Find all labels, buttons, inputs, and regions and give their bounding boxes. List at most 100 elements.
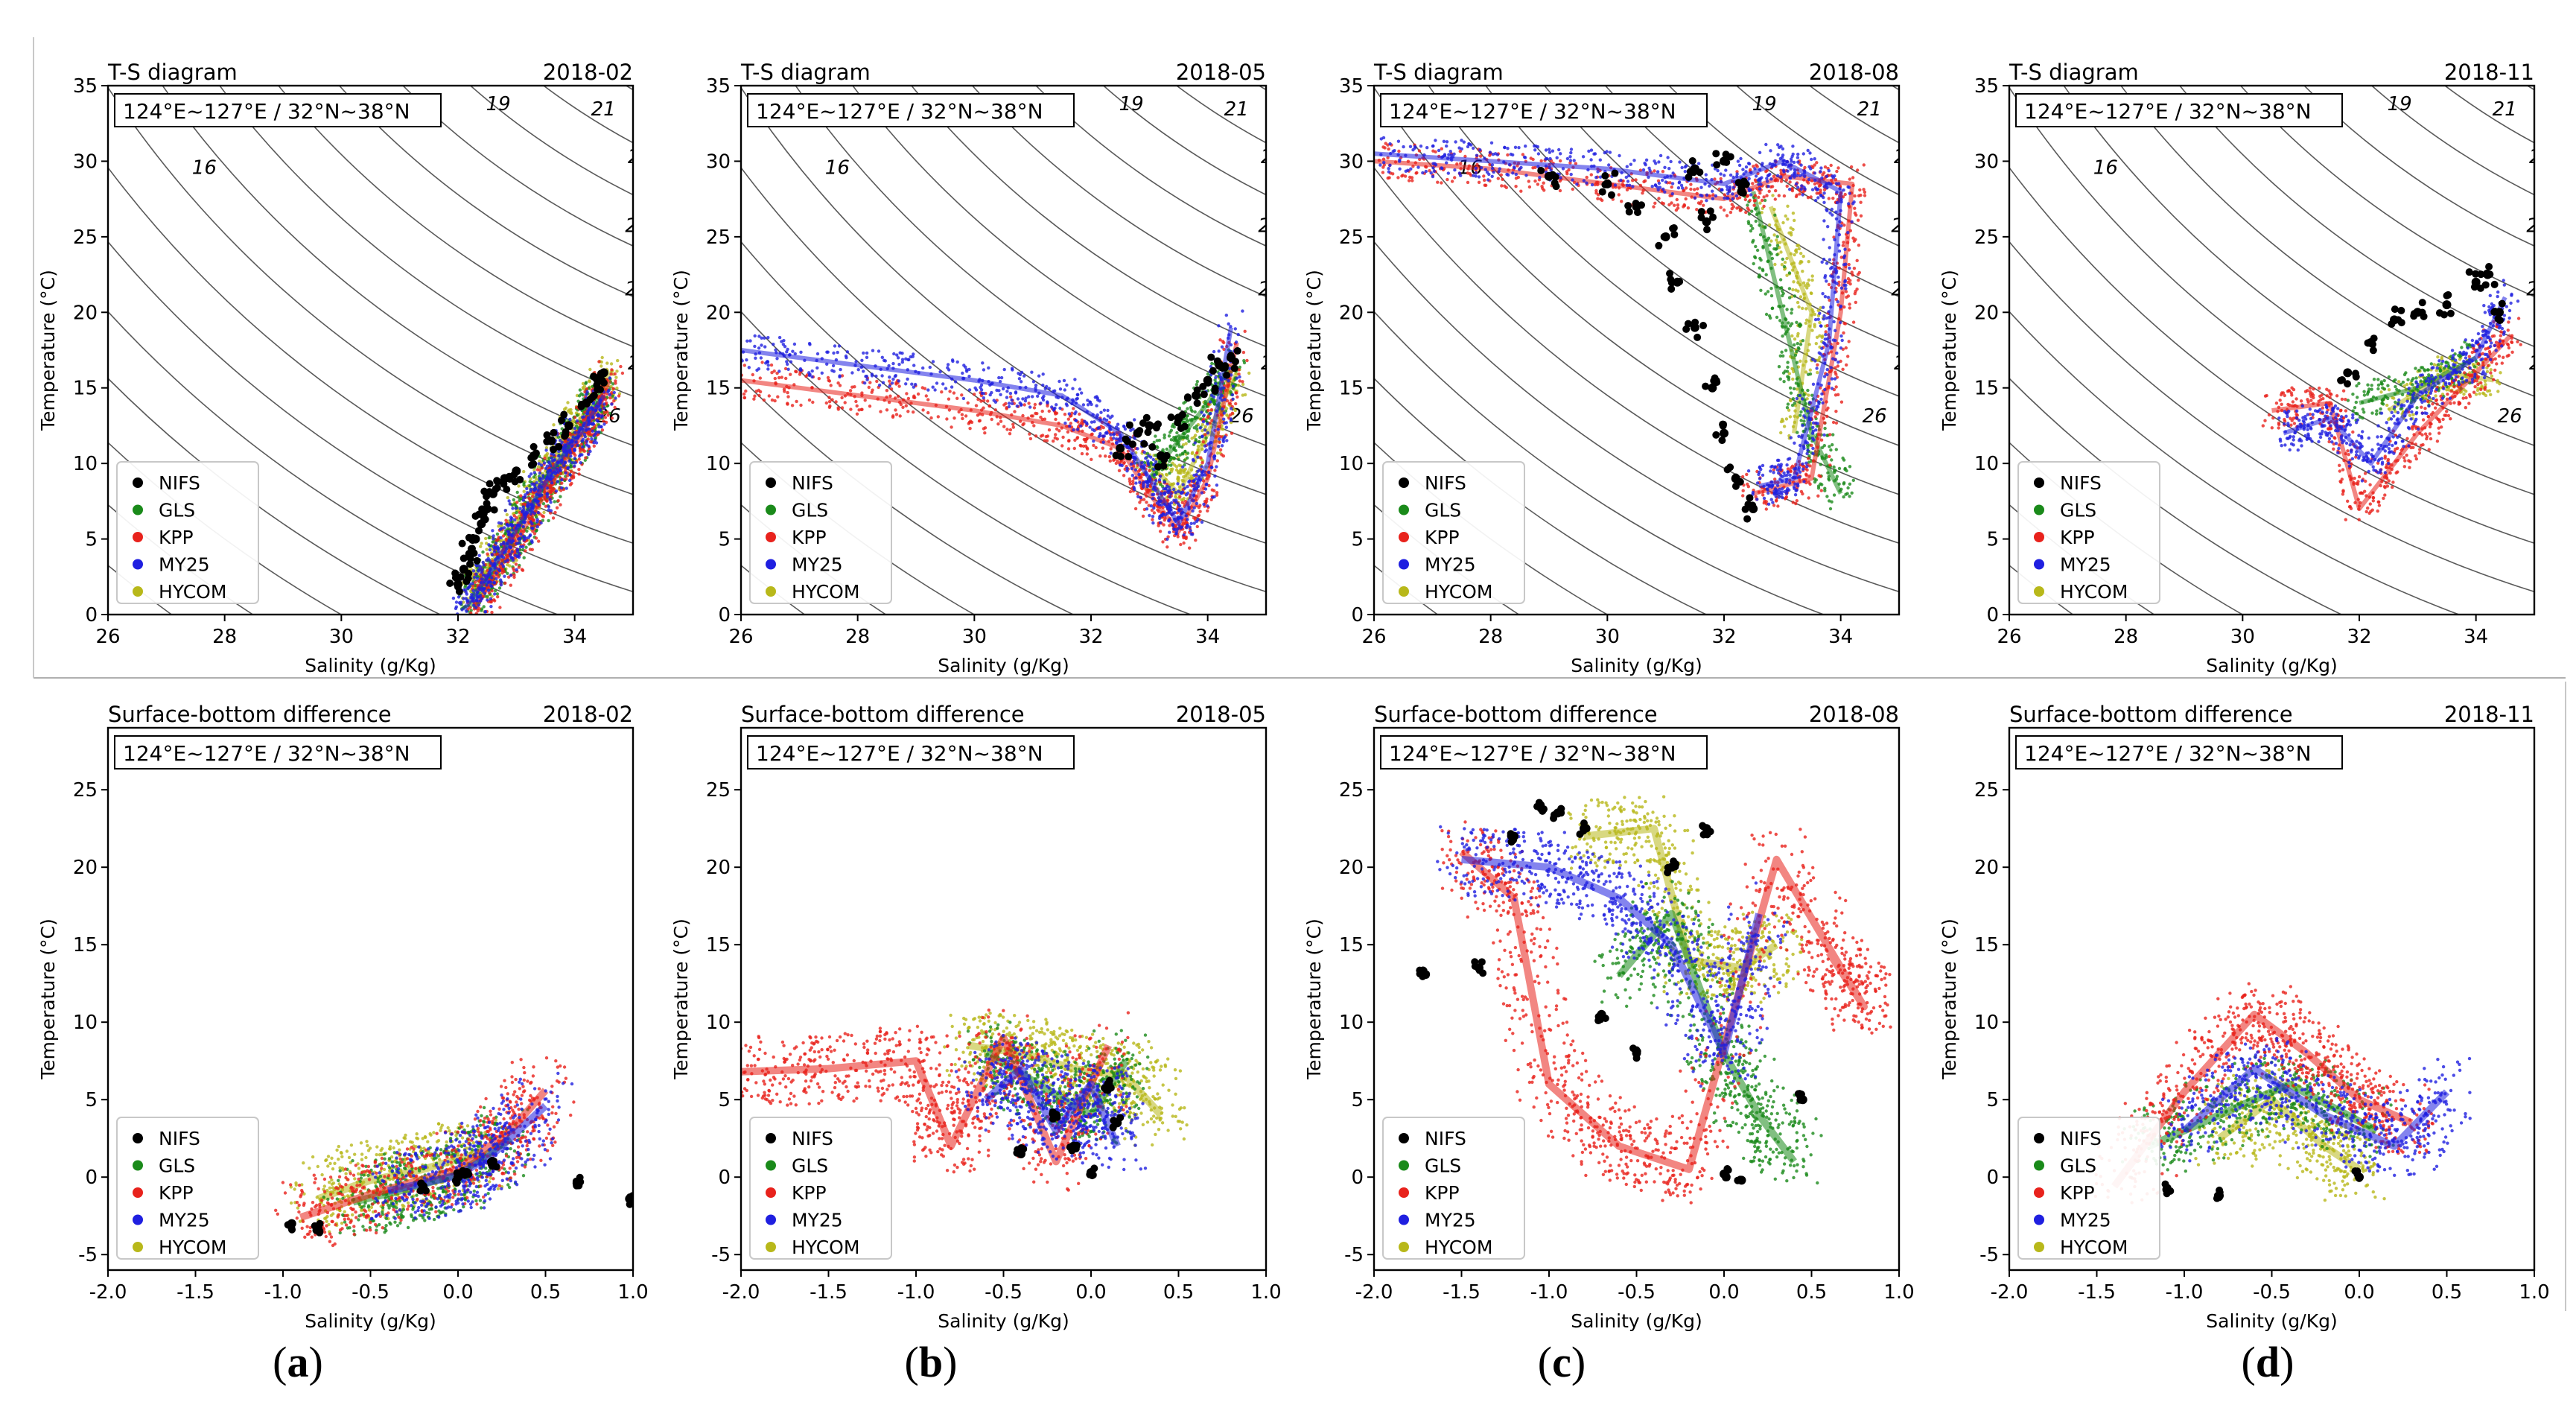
series-point-my25 <box>490 576 494 580</box>
series-point-my25 <box>529 520 532 524</box>
series-point-kpp <box>838 384 842 387</box>
series-point-kpp <box>1203 499 1207 504</box>
series-point-my25 <box>950 358 955 362</box>
series-point-gls <box>1764 273 1768 276</box>
series-point-my25 <box>1189 529 1192 533</box>
series-point-gls <box>1169 438 1174 442</box>
series-point-my25 <box>1214 375 1218 379</box>
series-point-kpp <box>520 568 524 571</box>
nifs-point <box>550 428 558 437</box>
series-point-my25 <box>575 419 579 423</box>
series-point-my25 <box>522 507 526 512</box>
series-point-my25 <box>1167 485 1171 489</box>
series-point-kpp <box>969 419 973 423</box>
series-point-my25 <box>741 350 745 354</box>
series-point-my25 <box>535 520 539 524</box>
series-point-my25 <box>1169 492 1173 495</box>
series-point-my25 <box>1177 515 1180 519</box>
nifs-point <box>481 515 489 524</box>
series-point-my25 <box>544 448 548 452</box>
series-point-gls <box>1761 267 1764 271</box>
series-point-my25 <box>1170 513 1174 516</box>
series-point-my25 <box>536 511 541 515</box>
series-point-kpp <box>1179 542 1183 547</box>
legend-label-gls: GLS <box>159 500 195 521</box>
series-point-kpp <box>1165 545 1169 549</box>
series-point-kpp <box>519 494 523 498</box>
nifs-point <box>543 437 551 445</box>
series-point-kpp <box>1199 456 1203 460</box>
series-point-my25 <box>576 434 581 438</box>
series-point-hycom <box>1786 218 1790 221</box>
series-point-hycom <box>1775 238 1778 242</box>
series-point-my25 <box>967 375 971 378</box>
series-point-my25 <box>1071 387 1075 390</box>
series-point-kpp <box>787 386 791 390</box>
series-point-my25 <box>754 356 757 360</box>
series-point-hycom <box>1193 453 1198 457</box>
series-point-kpp <box>617 394 621 398</box>
series-point-hycom <box>588 367 592 372</box>
series-point-my25 <box>1109 433 1113 437</box>
series-point-my25 <box>510 539 515 543</box>
series-point-kpp <box>1168 524 1171 527</box>
series-point-my25 <box>1086 399 1090 402</box>
series-point-my25 <box>910 382 914 386</box>
series-point-kpp <box>827 378 830 382</box>
series-point-my25 <box>500 562 503 566</box>
series-point-hycom <box>1797 305 1801 309</box>
series-point-kpp <box>860 393 864 397</box>
series-point-kpp <box>1195 495 1199 498</box>
series-point-kpp <box>751 372 754 377</box>
series-point-gls <box>480 607 484 611</box>
series-point-my25 <box>547 505 551 509</box>
series-point-my25 <box>1186 524 1189 527</box>
series-point-my25 <box>880 355 885 359</box>
series-point-my25 <box>568 417 572 422</box>
series-point-hycom <box>1810 291 1813 296</box>
series-point-kpp <box>592 444 596 448</box>
series-point-gls <box>1761 244 1765 249</box>
series-point-my25 <box>766 364 770 367</box>
series-point-gls <box>1790 322 1794 326</box>
series-point-hycom <box>1793 420 1797 425</box>
series-point-hycom <box>1192 435 1196 439</box>
series-point-my25 <box>1023 399 1028 403</box>
series-point-gls <box>577 394 582 398</box>
series-point-kpp <box>535 505 538 510</box>
series-point-kpp <box>603 416 608 419</box>
series-point-my25 <box>780 340 783 343</box>
series-point-kpp <box>1162 523 1165 527</box>
series-point-my25 <box>1206 431 1210 435</box>
series-point-my25 <box>1168 530 1171 534</box>
series-point-kpp <box>1108 459 1113 463</box>
series-point-my25 <box>1186 485 1189 489</box>
series-point-my25 <box>786 347 789 352</box>
series-point-my25 <box>766 360 770 364</box>
series-point-gls <box>515 490 519 495</box>
series-point-kpp <box>613 372 617 376</box>
series-point-my25 <box>1063 421 1067 425</box>
series-point-my25 <box>499 542 503 546</box>
series-point-kpp <box>1054 433 1058 437</box>
nifs-point <box>1139 419 1147 427</box>
series-point-kpp <box>752 379 756 383</box>
isopycnal-line <box>1735 86 1899 196</box>
series-point-kpp <box>967 422 971 425</box>
series-point-hycom <box>1189 468 1194 472</box>
series-point-hycom <box>1772 207 1776 212</box>
series-point-my25 <box>865 351 869 355</box>
series-point-my25 <box>1200 434 1204 438</box>
series-point-kpp <box>786 390 789 395</box>
series-point-my25 <box>1109 451 1113 455</box>
series-point-my25 <box>944 387 948 390</box>
series-point-my25 <box>1068 424 1072 428</box>
series-point-kpp <box>1150 508 1154 513</box>
series-point-kpp <box>1131 482 1135 486</box>
series-point-my25 <box>982 396 986 400</box>
series-point-kpp <box>1220 413 1224 417</box>
series-point-my25 <box>1070 402 1074 406</box>
series-point-my25 <box>1196 455 1200 459</box>
series-point-gls <box>1159 483 1163 486</box>
series-point-gls <box>1176 439 1180 444</box>
